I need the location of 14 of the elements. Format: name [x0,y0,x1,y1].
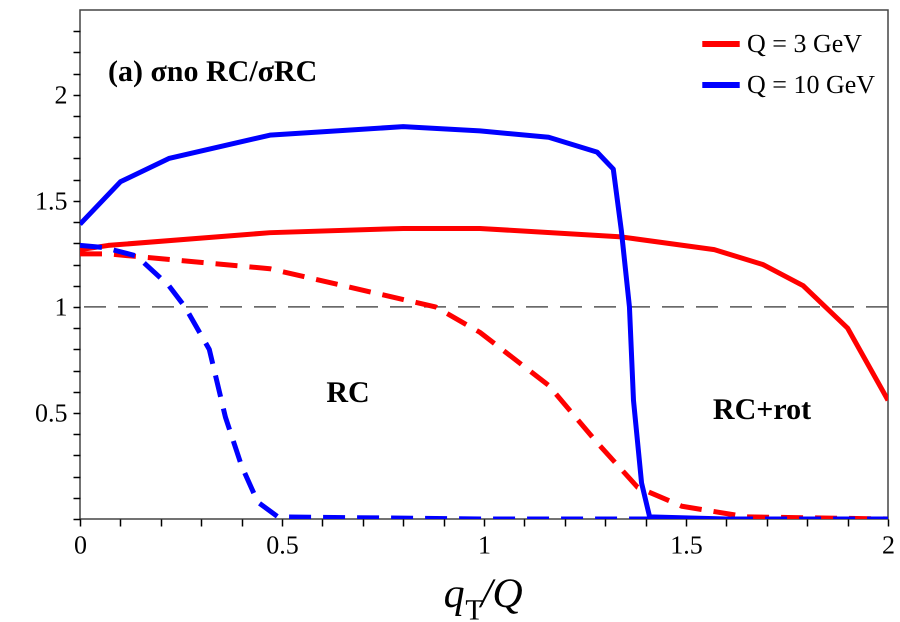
annotation: RC+rot [712,393,812,426]
annotation: RC [326,376,370,409]
y-tick-label: 1.5 [35,186,68,216]
annotation: (a) σno RC/σRC [108,55,318,88]
y-tick-label: 2 [54,80,68,110]
x-tick-label: 2 [882,530,895,560]
x-tick-label: 0.5 [266,530,299,560]
y-tick-label: 1 [54,292,68,322]
y-tick-label: 0.5 [35,398,68,428]
x-tick-label: 0 [74,530,87,560]
legend-label: Q = 10 GeV [747,70,876,99]
x-tick-label: 1.5 [670,530,703,560]
legend-label: Q = 3 GeV [747,29,862,58]
x-tick-label: 1 [478,530,491,560]
